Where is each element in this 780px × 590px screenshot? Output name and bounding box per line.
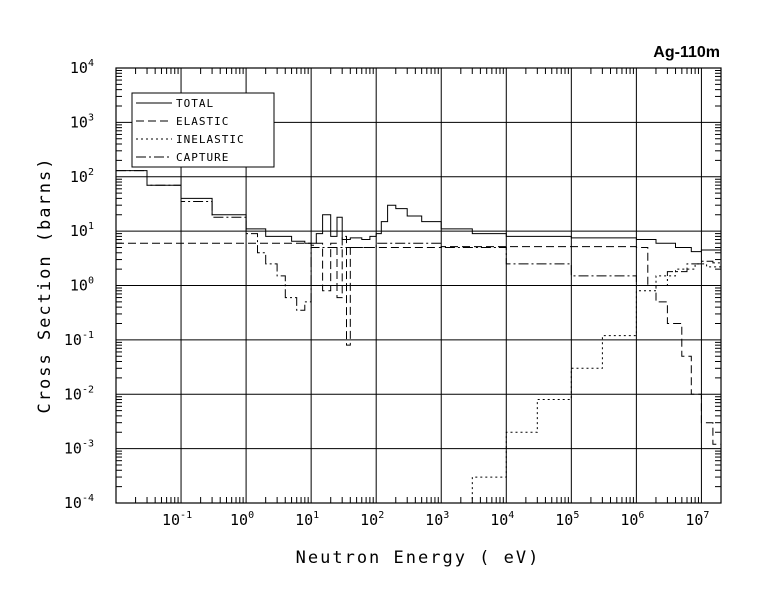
series-group (116, 170, 722, 504)
y-axis-label: Cross Section (barns) (35, 157, 55, 414)
y-tick-label: 103 (70, 112, 94, 131)
x-tick-label: 10-1 (162, 510, 192, 529)
x-tick-label: 106 (620, 510, 644, 529)
y-tick-label: 10-1 (64, 330, 94, 349)
x-tick-label: 107 (685, 510, 709, 529)
x-tick-label: 102 (360, 510, 384, 529)
legend: TOTAL ELASTIC INELASTIC CAPTURE (131, 92, 275, 168)
legend-box (131, 92, 275, 168)
series-line-total (116, 170, 722, 253)
y-tick-label: 102 (70, 167, 94, 186)
series-line-capture (116, 170, 722, 311)
legend-label-inelastic: INELASTIC (176, 133, 245, 146)
y-tick-label: 10-2 (64, 384, 94, 403)
x-tick-label: 103 (425, 510, 449, 529)
series-line-elastic (116, 235, 722, 449)
chart-title: Ag-110m (653, 44, 720, 61)
y-tick-label: 101 (70, 221, 94, 240)
legend-label-capture: CAPTURE (176, 151, 229, 164)
x-tick-label: 104 (490, 510, 514, 529)
y-tick-label: 104 (70, 58, 94, 77)
tick-group: 10-1 100 101 102 103 104 105 106 107 104 103 102 101… (64, 58, 722, 529)
x-tick-label: 101 (295, 510, 319, 529)
y-tick-label: 10-4 (64, 493, 94, 512)
y-tick-label: 100 (70, 276, 94, 295)
x-axis-label: Neutron Energy ( eV) (296, 548, 541, 568)
y-tick-label: 10-3 (64, 439, 94, 458)
x-tick-label: 105 (555, 510, 579, 529)
plot-frame (115, 67, 722, 504)
x-tick-label: 100 (230, 510, 254, 529)
legend-label-elastic: ELASTIC (176, 115, 229, 128)
legend-label-total: TOTAL (176, 97, 214, 110)
